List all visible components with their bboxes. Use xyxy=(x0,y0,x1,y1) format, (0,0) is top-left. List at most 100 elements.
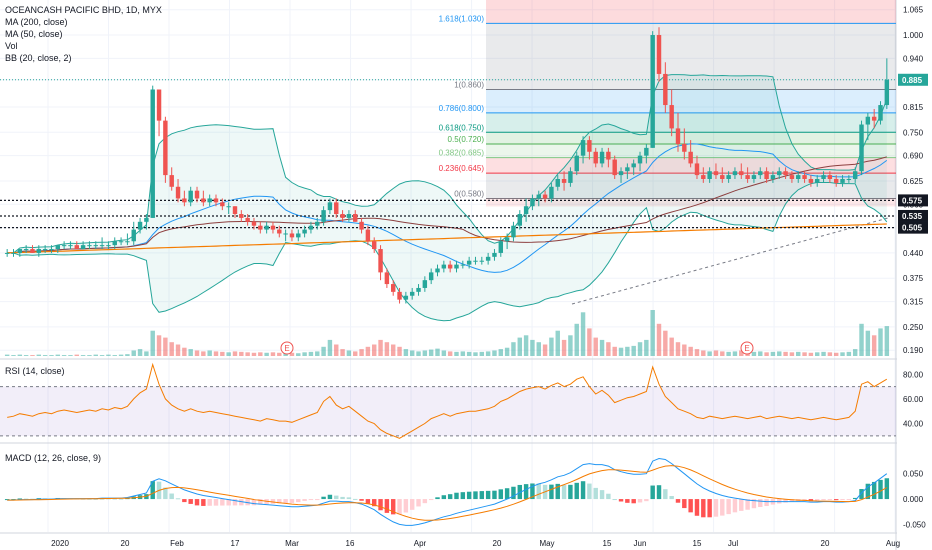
volume-bar xyxy=(827,352,833,356)
candle-body xyxy=(93,245,98,247)
macd-histogram-bar xyxy=(239,499,244,506)
volume-bar xyxy=(239,351,244,356)
macd-histogram-bar xyxy=(808,499,814,502)
volume-bar xyxy=(270,352,276,356)
macd-legend[interactable]: MACD (12, 26, close, 9) xyxy=(5,453,102,463)
macd-histogram-bar xyxy=(865,483,871,500)
candle-body xyxy=(74,245,79,250)
volume-bar xyxy=(403,349,409,356)
volume-bar xyxy=(599,339,605,356)
volume-bar xyxy=(637,342,643,356)
volume-bar xyxy=(650,310,655,356)
volume-bar xyxy=(42,355,48,356)
macd-histogram-bar xyxy=(732,499,738,513)
volume-bar xyxy=(555,330,560,356)
candle-body xyxy=(758,171,763,176)
candle-body xyxy=(549,186,554,199)
candle-body xyxy=(131,229,136,242)
macd-histogram-bar xyxy=(574,482,579,500)
time-tick: Aug xyxy=(886,539,900,548)
volume-bar xyxy=(23,355,29,356)
price-label-text: 0.505 xyxy=(902,224,923,233)
candle-body xyxy=(365,229,371,242)
volume-bar xyxy=(833,352,839,356)
candle-body xyxy=(17,249,23,253)
macd-histogram-bar xyxy=(150,481,155,500)
fib-level-label: 0(0.580) xyxy=(454,189,484,198)
macd-histogram-bar xyxy=(188,499,193,504)
volume-bar xyxy=(315,351,320,356)
candle-body xyxy=(49,249,54,251)
macd-histogram-bar xyxy=(504,488,510,500)
candle-body xyxy=(226,206,231,208)
macd-histogram-bar xyxy=(840,499,845,501)
volume-bar xyxy=(422,350,428,356)
macd-histogram-bar xyxy=(530,483,535,500)
chart-legend[interactable]: OCEANCASH PACIFIC BHD, 1D, MYX MA (200, … xyxy=(5,4,162,64)
legend-bb[interactable]: BB (20, close, 2) xyxy=(5,53,72,63)
macd-histogram-bar xyxy=(707,499,712,518)
rsi-tick: 40.00 xyxy=(903,420,924,429)
bb-basis xyxy=(7,143,888,273)
macd-histogram-bar xyxy=(23,498,29,500)
volume-bar xyxy=(80,355,86,356)
candle-body xyxy=(258,225,263,230)
macd-histogram-bar xyxy=(194,499,200,506)
candle-body xyxy=(207,198,212,203)
fibonacci-retracement[interactable]: 1.618(1.030) 1(0.860) 0.786(0.800) 0.618(0.… xyxy=(439,0,896,305)
volume-bar xyxy=(618,347,624,356)
volume-bar xyxy=(612,346,617,356)
macd-histogram-bar xyxy=(346,497,352,500)
volume-bar xyxy=(466,351,472,356)
candle-body xyxy=(479,260,485,262)
volume-bar xyxy=(378,339,383,356)
candle-body xyxy=(447,264,453,269)
candle-body xyxy=(144,217,149,222)
rsi-tick: 80.00 xyxy=(903,370,924,379)
ma50-line xyxy=(7,156,887,254)
candle-body xyxy=(644,147,649,156)
macd-histogram-bar xyxy=(308,499,314,501)
macd-histogram-bar xyxy=(618,499,624,502)
volume-bar xyxy=(441,350,447,356)
macd-histogram-bar xyxy=(201,499,206,506)
macd-panel xyxy=(4,457,890,526)
candle-body xyxy=(403,295,409,300)
macd-histogram-bar xyxy=(606,493,611,500)
macd-histogram-bar xyxy=(821,499,826,501)
volume-bar xyxy=(479,351,485,356)
candle-body xyxy=(346,214,352,218)
horizontal-levels[interactable] xyxy=(0,79,896,229)
volume-bar xyxy=(713,350,719,356)
volume-bar xyxy=(194,350,200,356)
candle-body xyxy=(612,159,617,176)
fib-zone xyxy=(486,23,896,90)
macd-histogram-bar xyxy=(315,499,320,501)
candle-body xyxy=(390,284,396,292)
legend-ma50[interactable]: MA (50, close) xyxy=(5,29,63,39)
candle-body xyxy=(593,151,598,164)
candle-body xyxy=(283,233,288,235)
candle-body xyxy=(397,291,402,300)
volume-bar xyxy=(625,346,630,356)
volume-bar xyxy=(137,349,143,356)
legend-vol[interactable]: Vol xyxy=(5,41,18,51)
macd-histogram-bar xyxy=(283,499,288,504)
macd-histogram-bar xyxy=(789,499,795,502)
macd-histogram-bar xyxy=(422,499,428,504)
volume-bar xyxy=(815,352,820,356)
macd-histogram-bar xyxy=(447,494,453,500)
volume-bar xyxy=(530,339,535,356)
candlesticks xyxy=(4,27,890,304)
candle-body xyxy=(188,190,193,203)
volume-bar xyxy=(523,335,529,356)
legend-ma200[interactable]: MA (200, close) xyxy=(5,17,68,27)
candle-body xyxy=(675,128,681,144)
macd-tick: -0.050 xyxy=(903,520,926,529)
rsi-legend[interactable]: RSI (14, close) xyxy=(5,366,65,376)
candle-body xyxy=(625,167,630,172)
volume-bar xyxy=(112,355,117,356)
candle-body xyxy=(631,163,636,168)
